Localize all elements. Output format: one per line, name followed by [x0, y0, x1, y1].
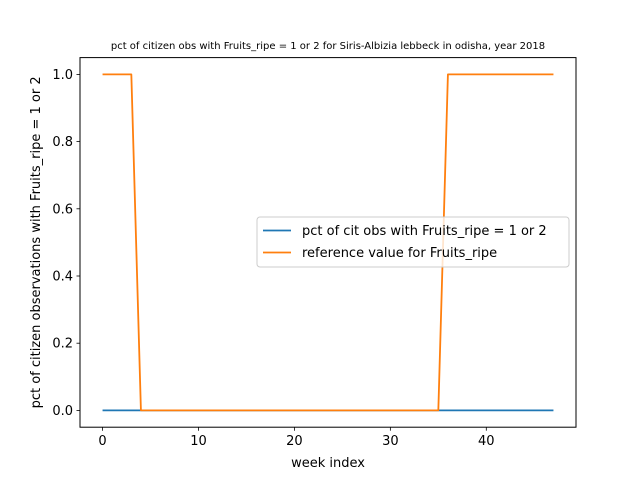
axes-frame — [79, 57, 577, 428]
series-layer — [102, 73, 554, 412]
legend-label-series-2: reference value for Fruits_ripe — [302, 246, 497, 261]
x-axis-ticks: 0 10 20 30 40 — [98, 427, 495, 449]
x-tick-label: 40 — [478, 434, 495, 449]
y-tick-label: 0.4 — [52, 270, 73, 285]
y-tick-label: 1.0 — [52, 68, 73, 83]
y-tick-label: 0.8 — [52, 135, 73, 150]
chart-title: pct of citizen obs with Fruits_ripe = 1 … — [111, 41, 545, 52]
y-tick-label: 0.0 — [52, 404, 73, 419]
x-tick-label: 30 — [382, 434, 399, 449]
x-tick-label: 20 — [286, 434, 303, 449]
y-axis-label: pct of citizen observations with Fruits_… — [29, 76, 44, 408]
legend-label-series-1: pct of cit obs with Fruits_ripe = 1 or 2 — [302, 224, 547, 239]
legend: pct of cit obs with Fruits_ripe = 1 or 2… — [256, 216, 570, 268]
legend-box — [256, 216, 570, 268]
x-tick-label: 10 — [190, 434, 207, 449]
x-tick-label: 0 — [98, 434, 106, 449]
x-axis-label: week index — [291, 456, 365, 471]
y-tick-label: 0.6 — [52, 202, 73, 217]
y-tick-label: 0.2 — [52, 337, 73, 352]
y-axis-ticks: 0.0 0.2 0.4 0.6 0.8 1.0 — [52, 68, 80, 419]
series-line-2 — [102, 73, 554, 412]
